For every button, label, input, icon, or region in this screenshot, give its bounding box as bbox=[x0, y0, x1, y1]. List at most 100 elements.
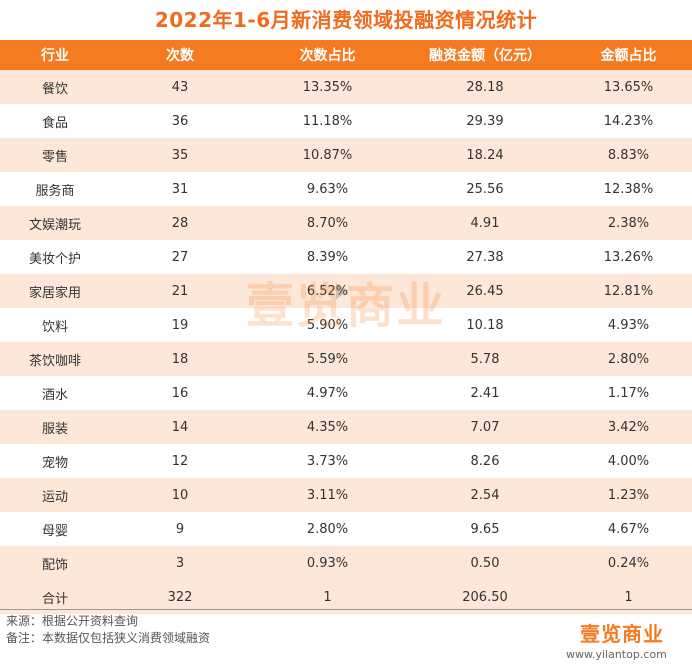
table-cell: 合计 bbox=[0, 580, 110, 614]
table-cell: 11.18% bbox=[250, 104, 405, 138]
table-cell: 3 bbox=[110, 546, 250, 580]
table-cell: 运动 bbox=[0, 478, 110, 512]
table-cell: 1.23% bbox=[565, 478, 692, 512]
table-cell: 28 bbox=[110, 206, 250, 240]
table-cell: 18 bbox=[110, 342, 250, 376]
table-cell: 9.65 bbox=[405, 512, 565, 546]
financing-table: 行业 次数 次数占比 融资金额（亿元） 金额占比 餐饮 43 13.35% 28.18… bbox=[0, 40, 692, 614]
table-cell: 服务商 bbox=[0, 172, 110, 206]
table-row: 宠物 12 3.73% 8.26 4.00% bbox=[0, 444, 692, 478]
table-cell: 4.91 bbox=[405, 206, 565, 240]
table-cell: 母婴 bbox=[0, 512, 110, 546]
table-cell: 2.80% bbox=[250, 512, 405, 546]
table-cell: 13.35% bbox=[250, 70, 405, 104]
table-cell: 9 bbox=[110, 512, 250, 546]
table-cell: 4.97% bbox=[250, 376, 405, 410]
table-cell: 2.54 bbox=[405, 478, 565, 512]
table-cell: 8.39% bbox=[250, 240, 405, 274]
table-row: 文娱潮玩 28 8.70% 4.91 2.38% bbox=[0, 206, 692, 240]
table-cell: 21 bbox=[110, 274, 250, 308]
column-header: 金额占比 bbox=[565, 40, 692, 70]
table-row: 服务商 31 9.63% 25.56 12.38% bbox=[0, 172, 692, 206]
table-cell: 10.18 bbox=[405, 308, 565, 342]
table-cell: 28.18 bbox=[405, 70, 565, 104]
table-row: 茶饮咖啡 18 5.59% 5.78 2.80% bbox=[0, 342, 692, 376]
table-cell: 12 bbox=[110, 444, 250, 478]
total-row: 合计 322 1 206.50 1 bbox=[0, 580, 692, 614]
table-cell: 食品 bbox=[0, 104, 110, 138]
table-cell: 9.63% bbox=[250, 172, 405, 206]
table-row: 美妆个护 27 8.39% 27.38 13.26% bbox=[0, 240, 692, 274]
table-cell: 322 bbox=[110, 580, 250, 614]
table-cell: 2.41 bbox=[405, 376, 565, 410]
table-cell: 36 bbox=[110, 104, 250, 138]
table-row: 饮料 19 5.90% 10.18 4.93% bbox=[0, 308, 692, 342]
table-cell: 14.23% bbox=[565, 104, 692, 138]
table-cell: 29.39 bbox=[405, 104, 565, 138]
table-cell: 家居家用 bbox=[0, 274, 110, 308]
table-cell: 13.65% bbox=[565, 70, 692, 104]
table-row: 餐饮 43 13.35% 28.18 13.65% bbox=[0, 70, 692, 104]
table-cell: 35 bbox=[110, 138, 250, 172]
footer-divider bbox=[0, 609, 692, 610]
footer-notes: 来源：根据公开资料查询 备注：本数据仅包括狭义消费领域融资 bbox=[6, 613, 210, 647]
play-icon bbox=[336, 283, 348, 299]
table-cell: 配饰 bbox=[0, 546, 110, 580]
table-cell: 1 bbox=[250, 580, 405, 614]
column-header: 次数 bbox=[110, 40, 250, 70]
table-cell: 25.56 bbox=[405, 172, 565, 206]
remark-note: 备注：本数据仅包括狭义消费领域融资 bbox=[6, 631, 211, 645]
table-cell: 宠物 bbox=[0, 444, 110, 478]
table-cell: 8.83% bbox=[565, 138, 692, 172]
table-cell: 饮料 bbox=[0, 308, 110, 342]
table-row: 酒水 16 4.97% 2.41 1.17% bbox=[0, 376, 692, 410]
table-cell: 6.52% bbox=[250, 274, 405, 308]
table-cell: 酒水 bbox=[0, 376, 110, 410]
site-url: www.yilantop.com bbox=[566, 648, 667, 661]
table-row: 服装 14 4.35% 7.07 3.42% bbox=[0, 410, 692, 444]
table-cell: 7.07 bbox=[405, 410, 565, 444]
table-cell: 206.50 bbox=[405, 580, 565, 614]
table-cell: 14 bbox=[110, 410, 250, 444]
table-cell: 8.70% bbox=[250, 206, 405, 240]
table-cell: 文娱潮玩 bbox=[0, 206, 110, 240]
table-cell: 1 bbox=[565, 580, 692, 614]
table-header-row: 行业 次数 次数占比 融资金额（亿元） 金额占比 bbox=[0, 40, 692, 70]
table-row: 配饰 3 0.93% 0.50 0.24% bbox=[0, 546, 692, 580]
table-cell: 27 bbox=[110, 240, 250, 274]
table-cell: 4.67% bbox=[565, 512, 692, 546]
table-cell: 3.11% bbox=[250, 478, 405, 512]
table-row: 零售 35 10.87% 18.24 8.83% bbox=[0, 138, 692, 172]
table-cell: 3.42% bbox=[565, 410, 692, 444]
table-cell: 5.78 bbox=[405, 342, 565, 376]
table-cell: 5.90% bbox=[250, 308, 405, 342]
table-row: 母婴 9 2.80% 9.65 4.67% bbox=[0, 512, 692, 546]
table-cell: 10.87% bbox=[250, 138, 405, 172]
table-cell: 16 bbox=[110, 376, 250, 410]
page-title: 2022年1-6月新消费领域投融资情况统计 bbox=[154, 8, 538, 32]
table-cell: 13.26% bbox=[565, 240, 692, 274]
table-cell: 43 bbox=[110, 70, 250, 104]
table-row: 食品 36 11.18% 29.39 14.23% bbox=[0, 104, 692, 138]
table-cell: 0.93% bbox=[250, 546, 405, 580]
table-cell: 12.81% bbox=[565, 274, 692, 308]
table-cell: 茶饮咖啡 bbox=[0, 342, 110, 376]
table-cell: 餐饮 bbox=[0, 70, 110, 104]
table-cell: 12.38% bbox=[565, 172, 692, 206]
column-header: 次数占比 bbox=[250, 40, 405, 70]
table-cell: 美妆个护 bbox=[0, 240, 110, 274]
table-cell: 服装 bbox=[0, 410, 110, 444]
table-cell: 1.17% bbox=[565, 376, 692, 410]
table-cell: 10 bbox=[110, 478, 250, 512]
column-header: 融资金额（亿元） bbox=[405, 40, 565, 70]
table-cell: 0.50 bbox=[405, 546, 565, 580]
table-row: 运动 10 3.11% 2.54 1.23% bbox=[0, 478, 692, 512]
table-cell: 4.93% bbox=[565, 308, 692, 342]
source-note: 来源：根据公开资料查询 bbox=[6, 614, 139, 628]
table-row: 家居家用 21 6.52% 26.45 12.81% bbox=[0, 274, 692, 308]
table-cell: 27.38 bbox=[405, 240, 565, 274]
brand-logo: 壹览商业 bbox=[580, 622, 664, 646]
table-cell: 3.73% bbox=[250, 444, 405, 478]
table-cell: 8.26 bbox=[405, 444, 565, 478]
table-cell: 26.45 bbox=[405, 274, 565, 308]
